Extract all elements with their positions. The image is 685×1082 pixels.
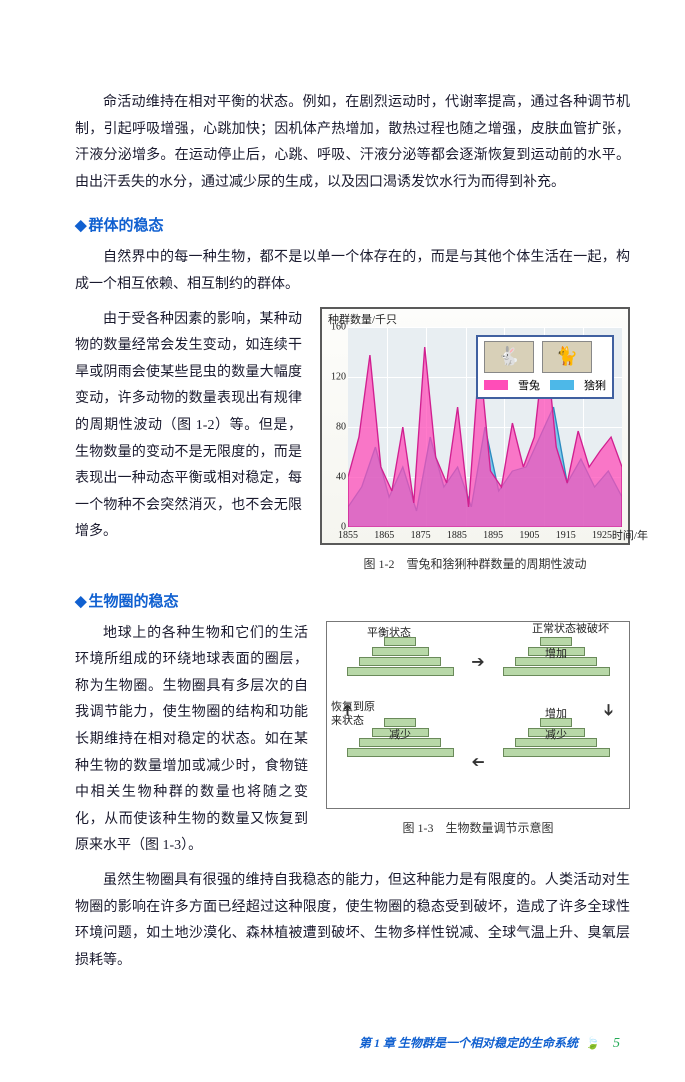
biosphere-paragraph-2: 虽然生物圈具有很强的维持自我稳态的能力，但这种能力是有限度的。人类活动对生物圈的… <box>75 868 630 974</box>
x-tick: 1925 <box>592 530 612 541</box>
y-tick: 120 <box>326 371 346 382</box>
page-number: 5 <box>613 1036 620 1051</box>
intro-paragraph: 命活动维持在相对平衡的状态。例如，在剧烈运动时，代谢率提高，通过各种调节机制，引… <box>75 90 630 196</box>
pyramid-right: 增加 增加 减少 <box>501 636 611 758</box>
y-tick: 40 <box>326 471 346 482</box>
heading-text: 生物圈的稳态 <box>89 594 179 610</box>
footer-chapter: 第 1 章 <box>359 1036 395 1050</box>
diamond-bullet: ◆ <box>75 594 87 610</box>
lynx-icon: 🐈 <box>542 341 592 373</box>
regulation-diagram: 平衡状态 正常状态被破坏 减少 增加 <box>326 621 630 809</box>
population-chart: 种群数量/千只 160 120 80 40 0 <box>320 307 630 572</box>
legend-swatch-lynx <box>550 380 574 390</box>
y-tick: 80 <box>326 421 346 432</box>
chart-plot-area: 🐇 🐈 雪兔 猞猁 <box>348 327 622 527</box>
biosphere-paragraph-1: 地球上的各种生物和它们的生活环境所组成的环绕地球表面的圈层，称为生物圈。生物圈具… <box>75 621 308 860</box>
arrow-left-icon: ➔ <box>471 752 484 772</box>
arrow-down-icon: ➔ <box>598 703 618 716</box>
x-tick: 1855 <box>338 530 358 541</box>
chart-legend: 🐇 🐈 雪兔 猞猁 <box>476 335 614 399</box>
heading-text: 群体的稳态 <box>89 218 164 234</box>
section-heading-group: ◆群体的稳态 <box>75 214 630 235</box>
x-tick: 1915 <box>556 530 576 541</box>
x-tick: 1885 <box>447 530 467 541</box>
x-tick: 1875 <box>411 530 431 541</box>
footer-title: 生物群是一个相对稳定的生命系统 <box>398 1036 578 1050</box>
arrow-up-icon: ➔ <box>338 703 358 716</box>
legend-label: 猞猁 <box>584 377 606 393</box>
diagram-caption: 图 1-3 生物数量调节示意图 <box>326 819 630 836</box>
diamond-bullet: ◆ <box>75 218 87 234</box>
x-tick: 1895 <box>483 530 503 541</box>
hare-icon: 🐇 <box>484 341 534 373</box>
group-paragraph-1: 自然界中的每一种生物，都不是以单一个体存在的，而是与其他个体生活在一起，构成一个… <box>75 245 630 298</box>
legend-label: 雪兔 <box>518 377 540 393</box>
x-tick: 1905 <box>519 530 539 541</box>
chart-x-axis: 1855 1865 1875 1885 1895 1905 1915 1925 … <box>348 527 622 541</box>
chart-x-label: 时间/年 <box>612 527 648 543</box>
pyramid-left: 减少 <box>345 636 455 758</box>
legend-swatch-hare <box>484 380 508 390</box>
section-heading-biosphere: ◆生物圈的稳态 <box>75 590 630 611</box>
leaf-icon: 🍃 <box>585 1036 600 1050</box>
y-tick: 160 <box>326 321 346 332</box>
x-tick: 1865 <box>374 530 394 541</box>
diagram-label: 正常状态被破坏 <box>532 620 609 636</box>
group-paragraph-2: 由于受各种因素的影响，某种动物的数量经常会发生变动，如连续干旱或阴雨会使某些昆虫… <box>75 307 302 546</box>
page-footer: 第 1 章 生物群是一个相对稳定的生命系统 🍃 5 <box>75 1034 630 1052</box>
arrow-right-icon: ➔ <box>471 652 484 672</box>
chart-caption: 图 1-2 雪兔和猞猁种群数量的周期性波动 <box>320 555 630 572</box>
